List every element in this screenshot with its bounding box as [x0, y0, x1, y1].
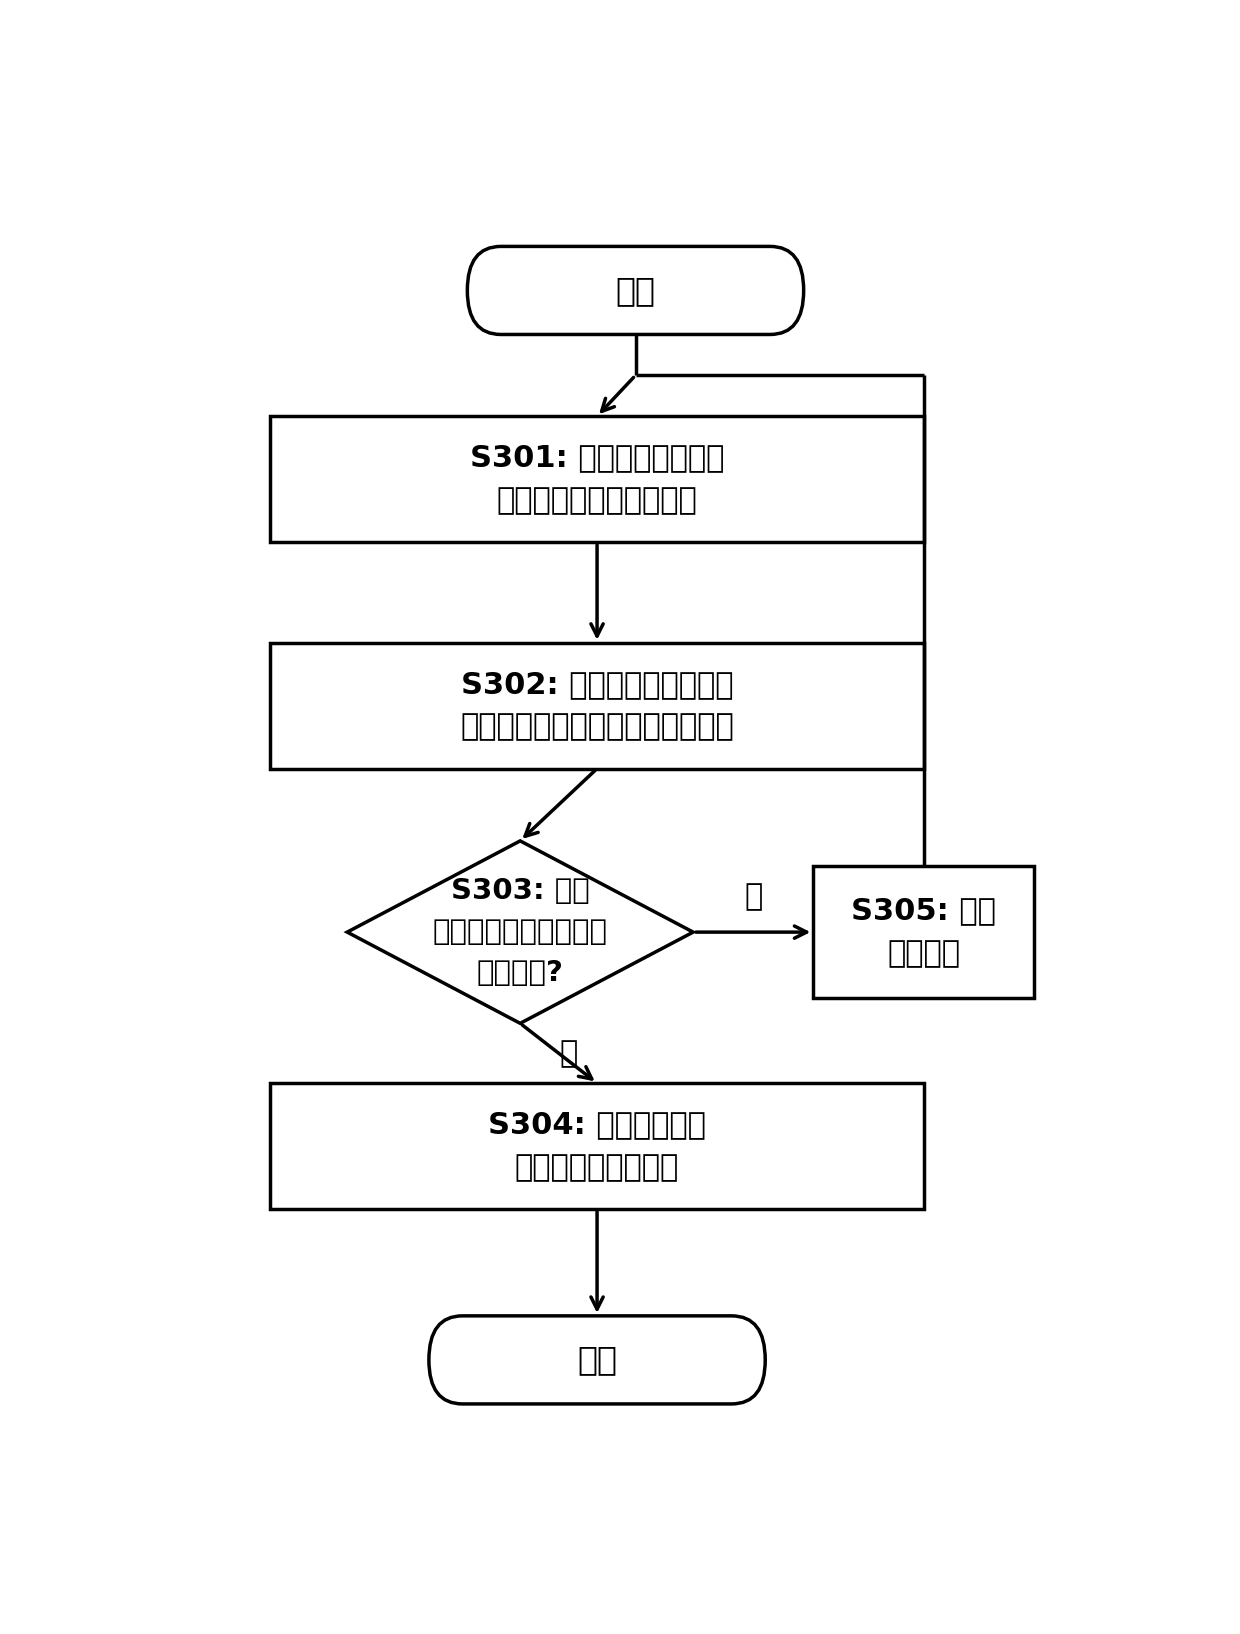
FancyBboxPatch shape [270, 642, 924, 768]
Text: S302: 接收在针对移动台中
至少一个的价格因子处的博弈效用: S302: 接收在针对移动台中 至少一个的价格因子处的博弈效用 [460, 670, 734, 742]
Text: S305: 调整
价格因子: S305: 调整 价格因子 [852, 895, 996, 967]
Text: 是: 是 [559, 1039, 578, 1067]
Text: S303: 在该
价格因子处的博弈效用
是最大值?: S303: 在该 价格因子处的博弈效用 是最大值? [433, 877, 608, 987]
Text: 结束: 结束 [577, 1343, 618, 1376]
Text: 开始: 开始 [615, 275, 656, 307]
FancyBboxPatch shape [813, 866, 1034, 998]
Text: 否: 否 [744, 882, 763, 912]
FancyBboxPatch shape [467, 247, 804, 335]
FancyBboxPatch shape [270, 1083, 924, 1209]
FancyBboxPatch shape [429, 1315, 765, 1404]
Polygon shape [347, 842, 693, 1023]
Text: S301: 向移动台发送针对
反馈传输资源的价格因子: S301: 向移动台发送针对 反馈传输资源的价格因子 [470, 443, 724, 515]
FancyBboxPatch shape [270, 417, 924, 542]
Text: S304: 将该价格因子
确定为最佳价格因子: S304: 将该价格因子 确定为最佳价格因子 [489, 1109, 706, 1181]
